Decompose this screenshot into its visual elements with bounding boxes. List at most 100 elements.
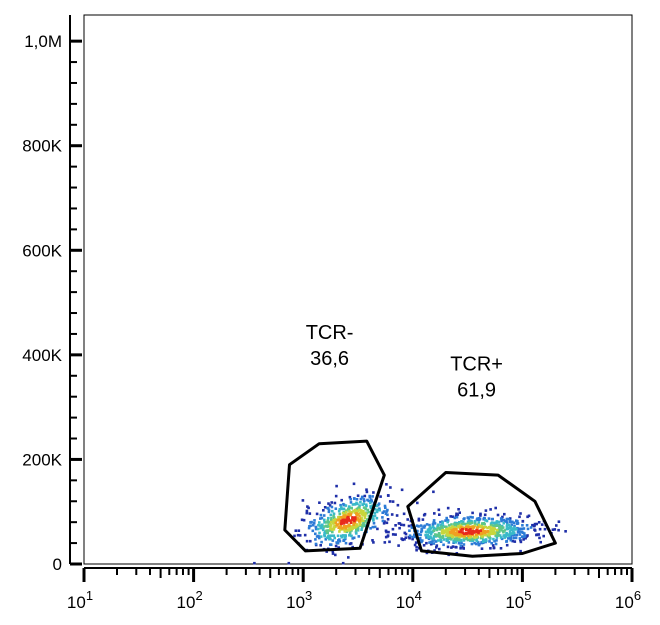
event-dot — [527, 514, 531, 518]
event-dot — [410, 523, 414, 527]
event-dot — [334, 507, 338, 510]
event-dot — [340, 498, 343, 502]
event-dot — [454, 531, 458, 535]
event-dot — [449, 531, 452, 535]
event-dot — [302, 518, 306, 522]
event-dot — [521, 524, 524, 527]
event-dot — [356, 494, 360, 497]
event-dot — [359, 501, 362, 504]
event-dot — [522, 527, 526, 530]
event-dot — [385, 521, 389, 525]
event-dot — [440, 527, 444, 531]
event-dot — [369, 506, 373, 510]
event-dot — [442, 538, 446, 541]
event-dot — [490, 517, 494, 521]
event-dot — [411, 535, 414, 539]
event-dot — [450, 527, 453, 531]
event-dot — [334, 553, 337, 557]
event-dot — [331, 552, 335, 555]
event-dot — [446, 519, 450, 522]
event-dot — [327, 516, 330, 520]
gate-name-label: TCR+ — [450, 354, 503, 376]
event-dot — [383, 504, 387, 508]
event-dot — [494, 506, 497, 510]
event-dot — [376, 527, 379, 531]
event-dot — [390, 513, 394, 516]
x-tick-label: 103 — [286, 588, 312, 612]
event-dot — [341, 521, 344, 524]
event-dot — [341, 517, 345, 520]
event-dot — [473, 535, 476, 539]
event-dot — [497, 521, 501, 524]
event-dot — [373, 525, 377, 529]
event-dot — [363, 494, 367, 498]
event-dot — [460, 529, 463, 532]
event-dot — [495, 531, 498, 534]
event-dot — [378, 508, 381, 512]
event-dot — [432, 528, 436, 531]
event-dot — [337, 546, 340, 549]
event-dot — [456, 536, 460, 540]
event-dot — [438, 547, 441, 551]
event-dot — [485, 530, 489, 534]
event-dot — [518, 537, 522, 540]
event-dot — [493, 539, 496, 543]
event-dot — [487, 517, 491, 520]
event-dot — [287, 561, 291, 565]
event-dot — [475, 538, 478, 542]
event-dot — [526, 534, 529, 537]
event-dot — [450, 529, 453, 532]
event-dot — [357, 535, 361, 538]
event-dot — [531, 523, 534, 527]
event-dot — [501, 530, 505, 533]
event-dot — [471, 516, 474, 519]
event-dot — [327, 510, 331, 514]
event-dot — [363, 516, 367, 520]
event-dot — [454, 537, 458, 541]
event-dot — [455, 528, 458, 531]
event-dot — [348, 534, 351, 537]
event-dot — [377, 503, 380, 507]
event-dot — [452, 541, 455, 544]
event-dot — [343, 536, 347, 540]
event-dot — [349, 521, 353, 524]
event-dot — [458, 530, 461, 534]
event-dot — [494, 542, 498, 546]
event-dot — [475, 530, 479, 533]
event-dot — [477, 521, 481, 524]
event-dot — [543, 527, 547, 531]
event-dot — [344, 534, 347, 537]
event-dot — [349, 542, 353, 545]
event-dot — [491, 544, 495, 547]
event-dot — [312, 521, 316, 525]
event-dot — [330, 527, 333, 530]
event-dot — [366, 508, 370, 512]
event-dot — [432, 519, 436, 522]
event-dot — [307, 506, 310, 510]
event-dot — [306, 505, 309, 508]
event-dot — [466, 534, 470, 537]
event-dot — [492, 546, 496, 549]
event-dot — [445, 537, 448, 541]
event-dot — [347, 519, 351, 522]
event-dot — [442, 543, 445, 547]
event-dot — [512, 527, 515, 530]
event-dot — [319, 535, 323, 538]
event-dot — [391, 527, 395, 531]
event-dot — [460, 522, 464, 526]
event-dot — [454, 534, 457, 538]
event-dot — [334, 544, 338, 548]
event-dot — [507, 523, 511, 527]
event-dot — [526, 515, 529, 519]
event-dot — [323, 518, 326, 522]
event-dot — [419, 539, 423, 542]
event-dot — [368, 495, 372, 499]
event-dot — [322, 509, 325, 512]
event-dot — [372, 541, 375, 544]
gate-polygon[interactable] — [406, 471, 557, 558]
event-dot — [481, 540, 485, 543]
event-dot — [337, 517, 341, 520]
event-dot — [555, 524, 558, 527]
event-dot — [344, 541, 348, 545]
gate-polygon[interactable] — [283, 439, 386, 553]
